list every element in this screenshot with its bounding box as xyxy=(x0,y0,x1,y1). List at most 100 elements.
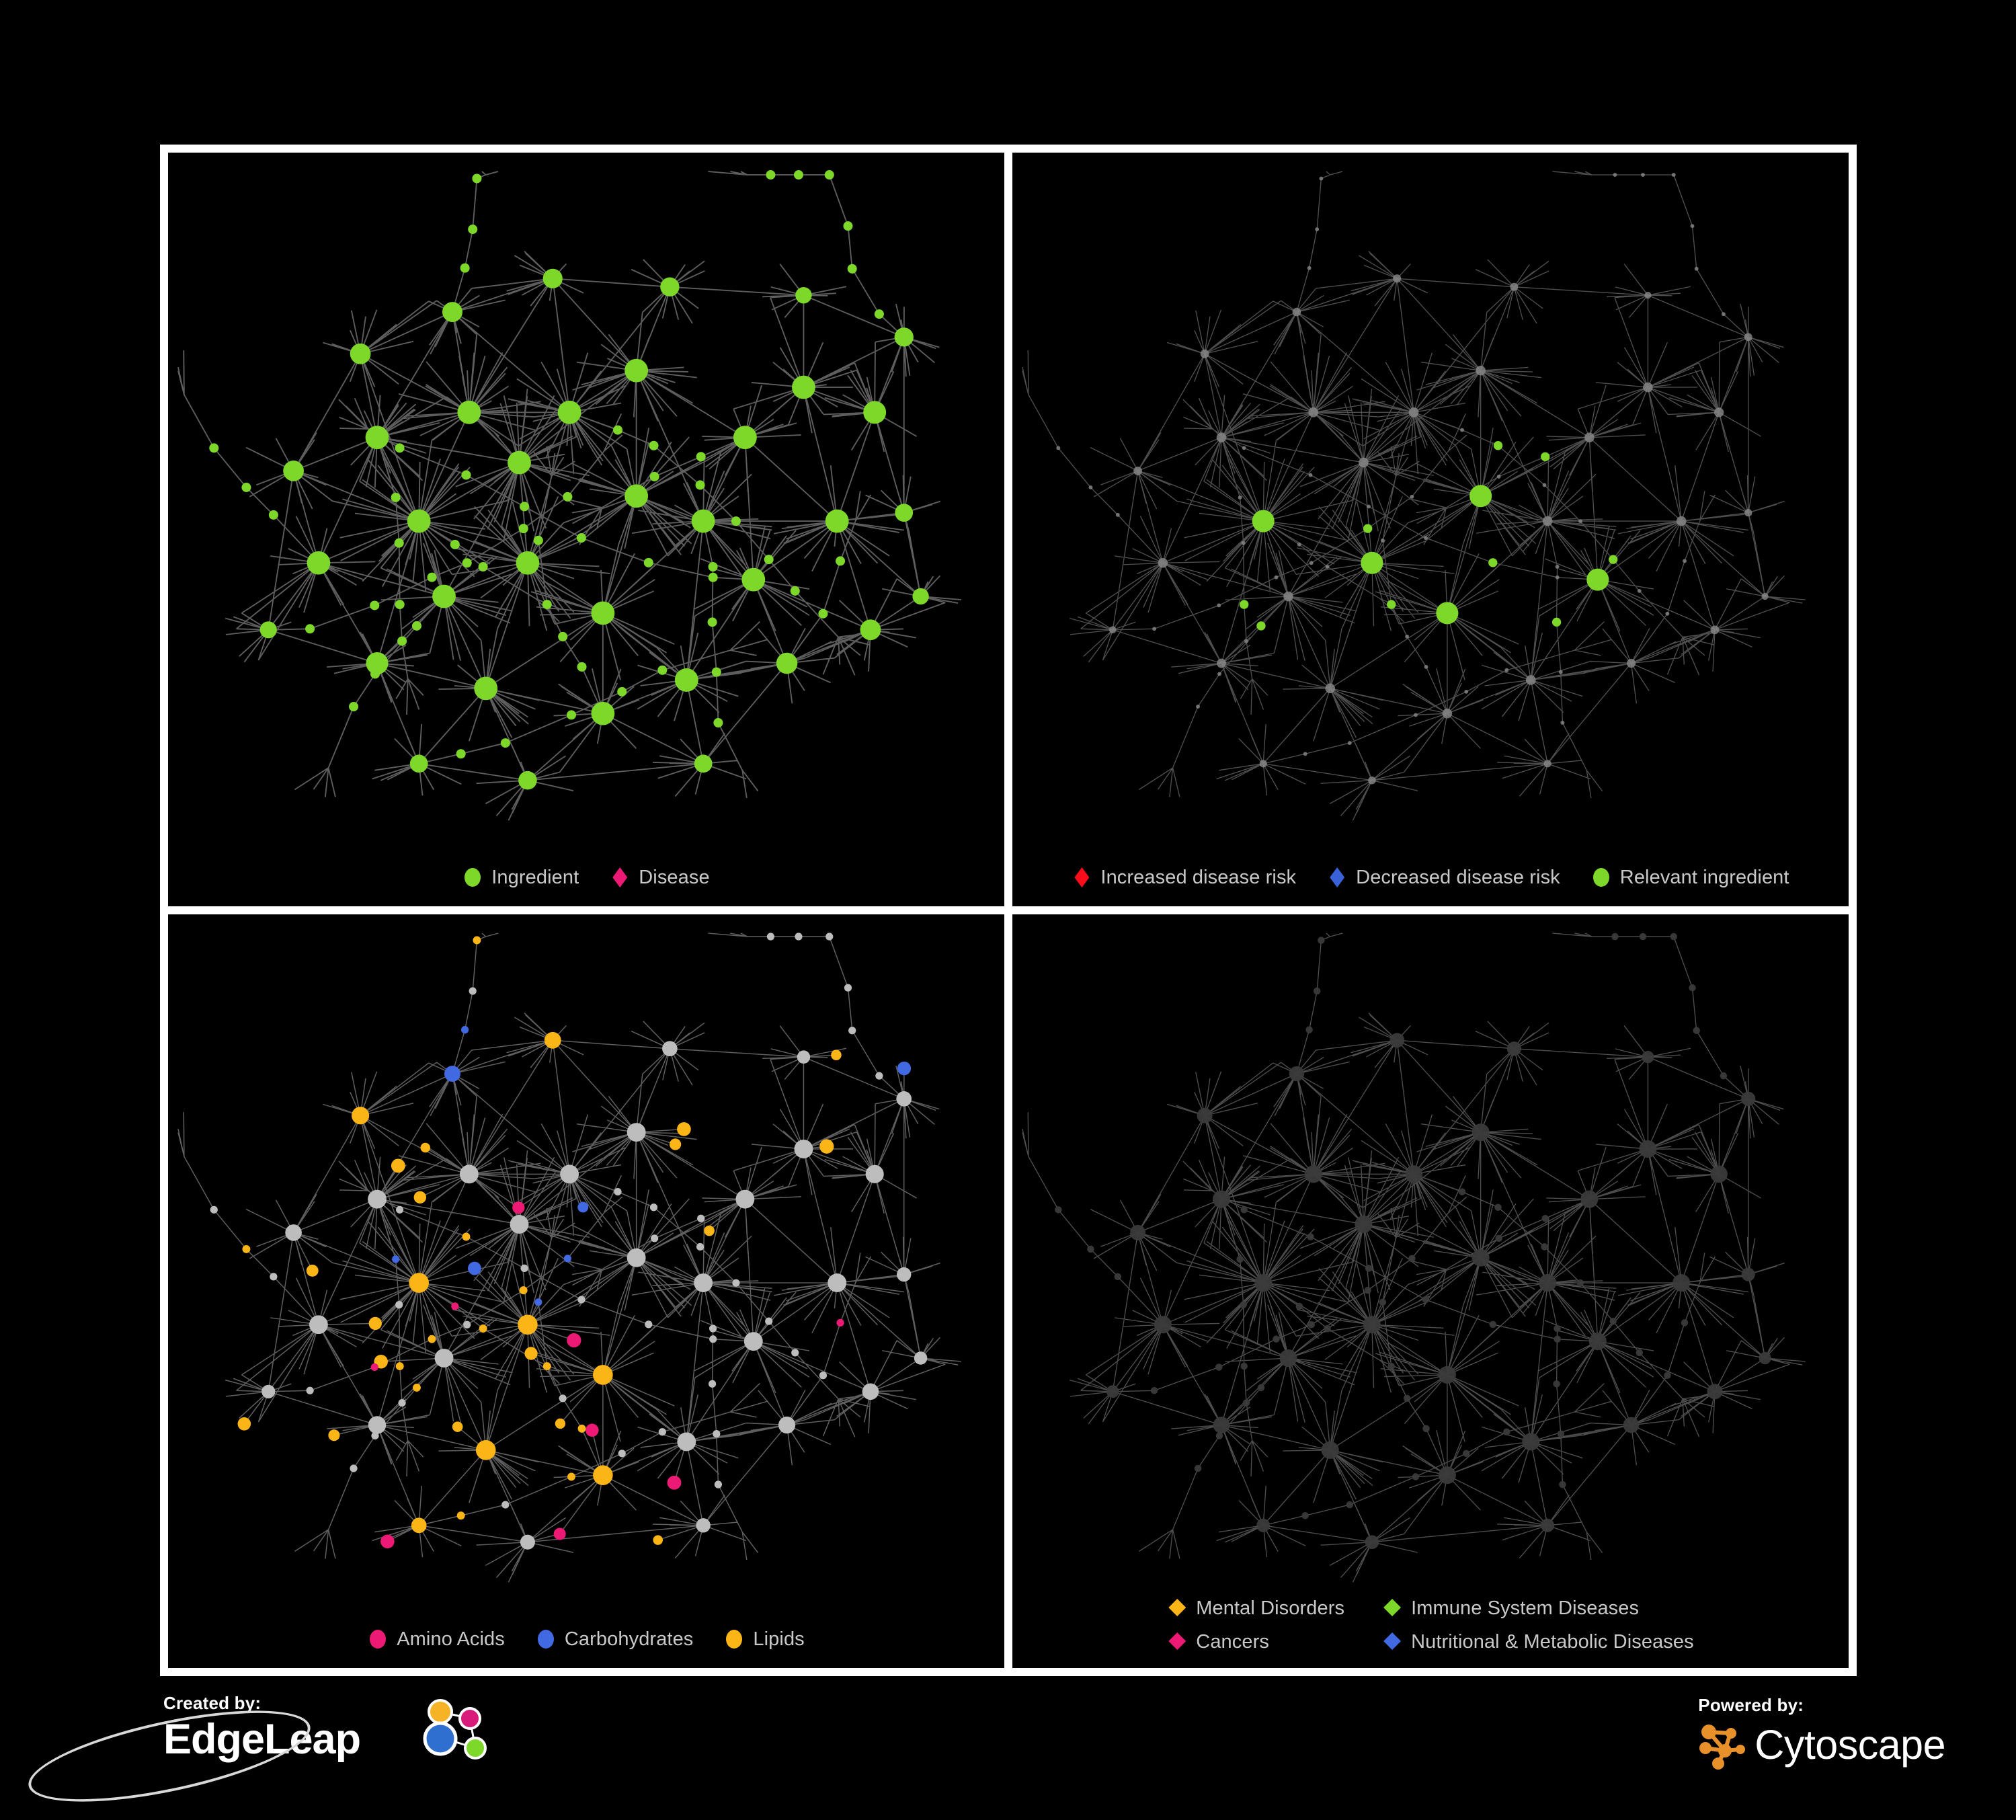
network-node xyxy=(1158,557,1168,568)
network-node xyxy=(428,1335,436,1343)
network-node xyxy=(1325,683,1336,694)
network-node xyxy=(520,1264,528,1273)
network-node xyxy=(1488,558,1498,567)
network-node xyxy=(1710,625,1720,635)
network-node xyxy=(557,400,581,424)
network-node xyxy=(713,717,723,728)
network-node xyxy=(1367,504,1371,509)
network-canvas-1[interactable] xyxy=(168,153,1004,906)
network-canvas-3[interactable] xyxy=(168,914,1004,1668)
network-node xyxy=(1256,1518,1271,1532)
panel-ingredient-classes[interactable]: Amino Acids Carbohydrates Lipids xyxy=(168,914,1004,1668)
network-node xyxy=(1408,407,1419,418)
network-graph xyxy=(1022,923,1806,1583)
network-node xyxy=(1152,627,1157,631)
figure-footer: Created by: EdgeLeap Powered by: xyxy=(0,1676,2016,1820)
network-node xyxy=(1442,708,1453,719)
network-node xyxy=(520,502,530,512)
network-node xyxy=(1541,1518,1555,1532)
network-node xyxy=(1626,658,1636,668)
network-node xyxy=(1644,292,1652,299)
network-node xyxy=(1471,1123,1490,1142)
network-node xyxy=(1257,1384,1265,1392)
network-node xyxy=(1200,349,1209,358)
network-node xyxy=(533,535,543,545)
network-node xyxy=(1240,1206,1248,1214)
network-node xyxy=(1623,1417,1640,1433)
network-node xyxy=(1503,1428,1510,1436)
network-node xyxy=(452,1421,463,1432)
network-node xyxy=(1714,407,1724,418)
network-node xyxy=(1130,1224,1146,1240)
network-node xyxy=(1241,541,1246,545)
panel-disease-classes[interactable]: Mental Disorders Immune System Diseases … xyxy=(1012,914,1849,1668)
network-node xyxy=(1436,602,1459,625)
panel-ingredient-disease[interactable]: Ingredient Disease xyxy=(168,153,1004,906)
network-node xyxy=(1664,1372,1671,1380)
network-node xyxy=(1761,592,1769,600)
network-node xyxy=(456,1511,465,1520)
network-node xyxy=(1741,1267,1755,1281)
network-node xyxy=(1196,705,1200,709)
network-node xyxy=(649,1203,658,1212)
network-canvas-4[interactable] xyxy=(1012,914,1849,1668)
network-node xyxy=(306,1386,314,1394)
network-node xyxy=(1405,634,1410,639)
network-node xyxy=(1133,466,1143,475)
network-canvas-2[interactable] xyxy=(1012,153,1849,906)
network-node xyxy=(847,264,857,274)
network-node xyxy=(307,551,331,575)
network-node xyxy=(270,1273,278,1281)
network-node xyxy=(510,1215,529,1234)
node-layer xyxy=(177,161,961,817)
network-node xyxy=(1308,407,1319,418)
network-node xyxy=(462,1232,471,1241)
network-node xyxy=(395,443,405,453)
edge-layer xyxy=(1022,171,1806,821)
network-node xyxy=(1578,519,1582,524)
network-node xyxy=(209,443,219,453)
network-node xyxy=(649,440,659,450)
network-node xyxy=(559,1394,567,1402)
network-node xyxy=(914,1351,928,1365)
network-node xyxy=(1240,600,1249,609)
network-node xyxy=(1671,173,1676,177)
network-node xyxy=(1554,1324,1561,1333)
network-node xyxy=(306,1264,319,1277)
network-node xyxy=(1462,1450,1470,1458)
network-node xyxy=(1720,1072,1728,1080)
network-node xyxy=(836,556,846,566)
network-node xyxy=(469,987,477,995)
network-node xyxy=(653,1535,663,1545)
network-node xyxy=(1460,428,1464,432)
network-node xyxy=(1559,1480,1566,1489)
network-node xyxy=(555,1418,566,1429)
network-node xyxy=(766,933,775,941)
network-node xyxy=(1584,432,1595,442)
network-node xyxy=(1236,1255,1244,1263)
network-node xyxy=(1297,542,1301,547)
network-node xyxy=(1424,664,1428,669)
network-node xyxy=(1744,333,1752,342)
network-node xyxy=(409,1273,430,1293)
network-node xyxy=(696,452,706,462)
network-node xyxy=(1363,1316,1381,1334)
network-node xyxy=(1408,1255,1416,1263)
network-node xyxy=(450,539,460,549)
network-node xyxy=(472,173,482,184)
network-node xyxy=(577,1296,586,1304)
network-node xyxy=(534,1298,542,1306)
network-node xyxy=(1365,1265,1373,1272)
network-node xyxy=(380,1534,395,1548)
network-node xyxy=(1636,1349,1644,1357)
network-node xyxy=(1676,516,1687,526)
network-node xyxy=(1355,1215,1373,1234)
network-node xyxy=(791,1349,799,1357)
network-node xyxy=(1489,1320,1497,1329)
network-node xyxy=(1554,1335,1561,1343)
cytoscape-logo-icon xyxy=(1699,1725,1746,1770)
panel-disease-risk[interactable]: Increased disease risk Decreased disease… xyxy=(1012,153,1849,906)
network-node xyxy=(456,749,466,759)
network-node xyxy=(1580,1190,1599,1208)
network-node xyxy=(1393,274,1402,283)
